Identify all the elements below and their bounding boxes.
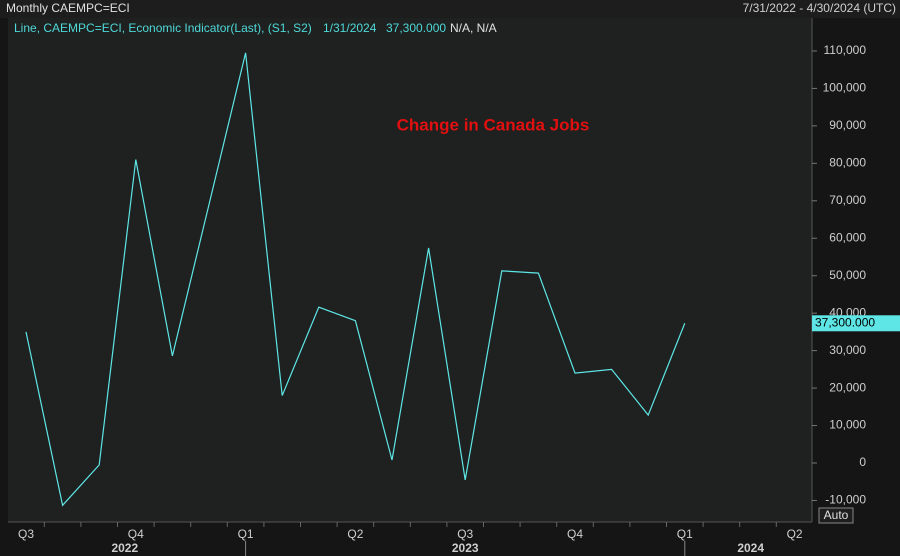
legend-extra: N/A, N/A <box>450 21 497 35</box>
x-tick-label: Q1 <box>238 527 254 541</box>
x-tick-label: Q4 <box>128 527 144 541</box>
legend-date: 1/31/2024 <box>323 21 377 35</box>
x-tick-label: Q2 <box>347 527 363 541</box>
x-tick-label: Q4 <box>567 527 583 541</box>
y-tick-label: 20,000 <box>829 380 866 394</box>
y-tick-label: 50,000 <box>829 268 866 282</box>
x-tick-label: Q2 <box>787 527 803 541</box>
year-label: 2022 <box>111 541 138 555</box>
header-bar <box>0 0 900 18</box>
y-tick-label: 110,000 <box>824 43 867 57</box>
auto-button-label[interactable]: Auto <box>824 508 849 522</box>
x-tick-label: Q3 <box>18 527 34 541</box>
y-tick-label: 10,000 <box>829 418 866 432</box>
y-tick-label: 100,000 <box>823 81 867 95</box>
year-label: 2024 <box>737 541 764 555</box>
last-value-tag <box>812 315 900 332</box>
y-tick-label: 70,000 <box>829 193 866 207</box>
y-tick-label: 80,000 <box>829 156 866 170</box>
y-tick-label: -10,000 <box>825 493 866 507</box>
x-tick-label: Q3 <box>457 527 473 541</box>
auto-button[interactable] <box>818 507 854 524</box>
y-tick-label: 0 <box>859 455 866 469</box>
year-label: 2023 <box>452 541 479 555</box>
line <box>25 52 686 507</box>
y-tick-label: 60,000 <box>829 230 866 244</box>
plot-area <box>8 18 812 522</box>
x-tick-label: Q1 <box>677 527 693 541</box>
last-value-label: 37,300.000 <box>815 315 875 329</box>
chart-title: Monthly CAEMPC=ECI <box>6 1 130 15</box>
legend-text: Line, CAEMPC=ECI, Economic Indicator(Las… <box>14 21 312 35</box>
annotation: Change in Canada Jobs <box>397 115 590 134</box>
legend-value: 37,300.000 <box>386 21 446 35</box>
date-range: 7/31/2022 - 4/30/2024 (UTC) <box>743 1 896 15</box>
y-tick-label: 90,000 <box>829 118 866 132</box>
y-tick-label: 30,000 <box>829 343 866 357</box>
